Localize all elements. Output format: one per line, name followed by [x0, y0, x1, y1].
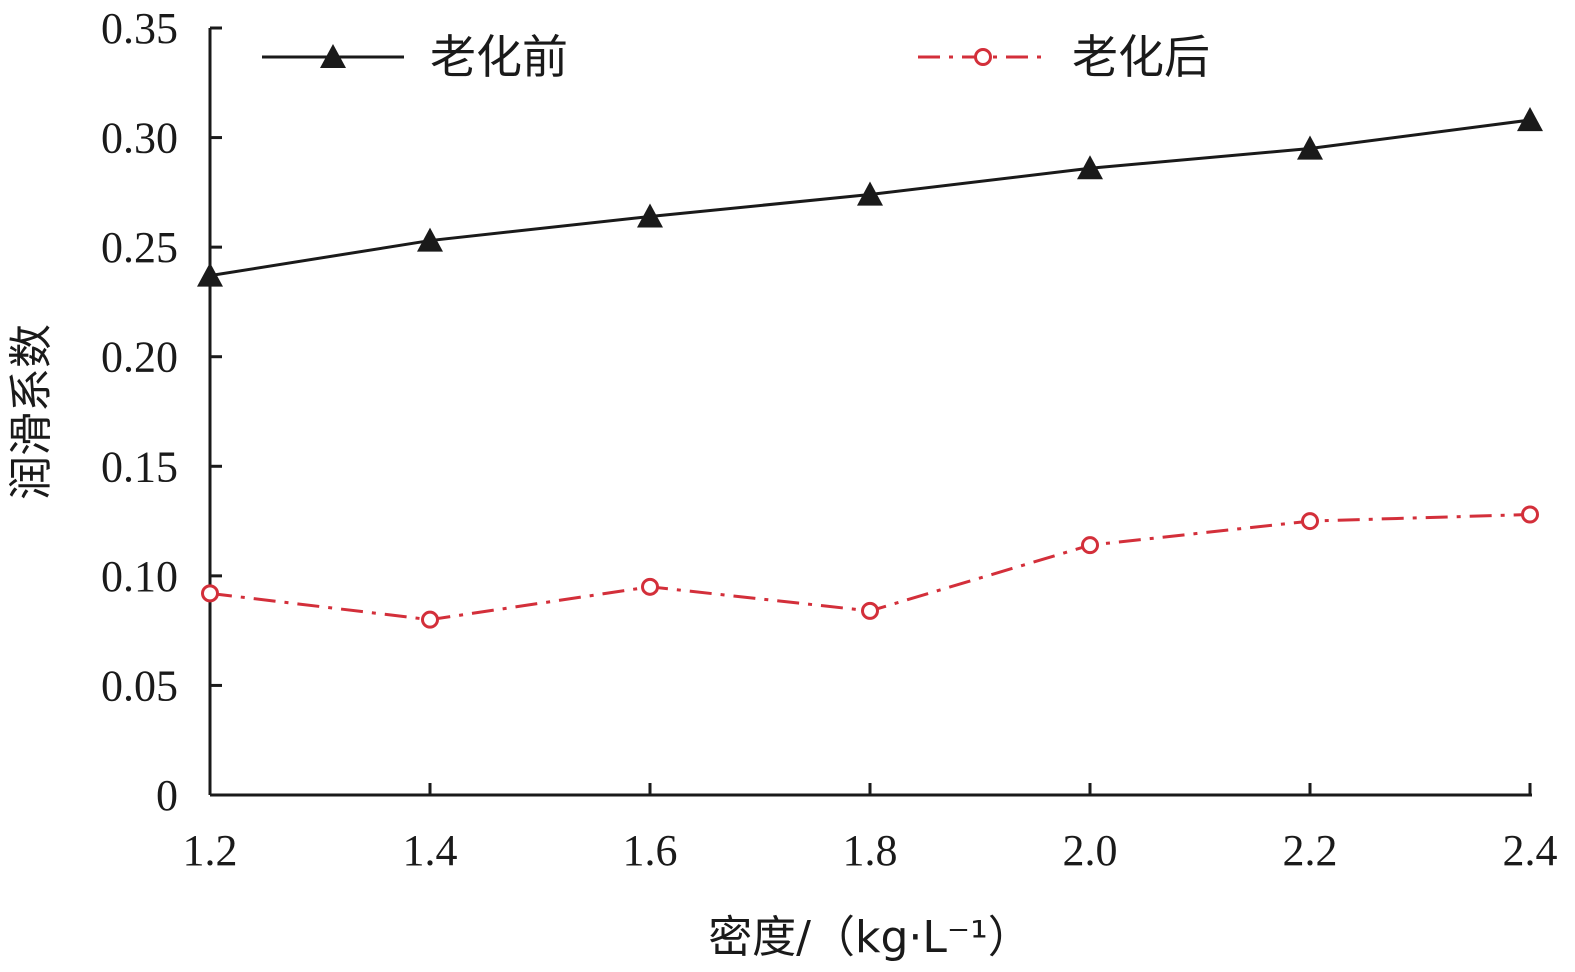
data-point-triangle	[637, 203, 663, 228]
legend-label: 老化后	[1072, 30, 1210, 84]
axes: 0 0.05 0.10 0.15 0.20 0.25 0.30 0.35 1.2 1.4 1.6 1.…	[101, 4, 1558, 875]
y-tick-label: 0.05	[101, 661, 178, 710]
y-tick-label: 0.25	[101, 223, 178, 272]
data-point-circle	[1301, 512, 1319, 531]
series-2	[201, 505, 1539, 629]
y-tick-label: 0.10	[101, 552, 178, 601]
data-point-triangle	[1077, 155, 1103, 180]
data-point-circle	[861, 601, 879, 620]
data-point-triangle	[1517, 107, 1543, 132]
data-point-circle	[1521, 505, 1539, 524]
data-point-circle	[1081, 536, 1099, 555]
x-tick-label: 1.2	[183, 826, 238, 875]
data-point-triangle	[857, 181, 883, 206]
x-tick-label: 1.8	[843, 826, 898, 875]
legend: 老化前 老化后	[262, 30, 1210, 84]
y-tick-label: 0.20	[101, 333, 178, 382]
data-point-triangle	[417, 227, 443, 252]
x-tick-label: 2.0	[1063, 826, 1118, 875]
series-1	[197, 107, 1543, 287]
y-tick-label: 0.30	[101, 114, 178, 163]
data-point-triangle	[320, 44, 346, 69]
x-tick-label: 2.4	[1503, 826, 1558, 875]
y-tick-label: 0.15	[101, 442, 178, 491]
legend-label: 老化前	[430, 30, 568, 84]
legend-item: 老化前	[262, 30, 568, 84]
y-tick-label: 0.35	[101, 4, 178, 53]
data-point-circle	[201, 584, 219, 603]
data-point-circle	[974, 48, 992, 66]
data-point-circle	[421, 610, 439, 629]
y-tick-label: 0	[156, 771, 178, 820]
x-axis-title: 密度/（kg·L⁻¹）	[708, 912, 1032, 963]
x-tick-label: 2.2	[1283, 826, 1338, 875]
data-point-triangle	[1297, 135, 1323, 160]
x-tick-label: 1.6	[623, 826, 678, 875]
x-tick-label: 1.4	[403, 826, 458, 875]
legend-item: 老化后	[918, 30, 1210, 84]
data-point-circle	[641, 577, 659, 596]
data-point-triangle	[197, 262, 223, 287]
y-axis-title: 润滑系数	[6, 324, 57, 500]
series-layer	[197, 107, 1543, 629]
